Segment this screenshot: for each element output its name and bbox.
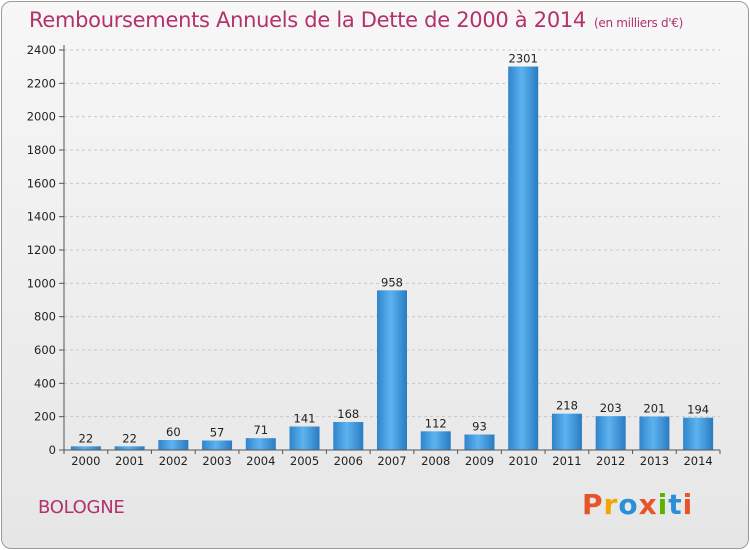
chart-unit: (en milliers d'€) [594, 16, 684, 30]
bars: 22 22 60 57 71 141 168 958 112 93 2301 218 203 201 194 [70, 52, 714, 450]
y-tick-label: 1600 [27, 176, 56, 190]
bar-2006 [333, 422, 364, 450]
y-tick-label: 1800 [27, 143, 56, 157]
y-tick-label: 200 [34, 410, 56, 424]
bar-2000 [70, 446, 101, 450]
logo-letter: r [603, 488, 619, 521]
data-label-2004: 71 [253, 423, 268, 437]
x-tick-label-2008: 2008 [421, 454, 450, 468]
y-tick-label: 2200 [27, 76, 56, 90]
data-label-2008: 112 [425, 416, 447, 430]
y-tick-label: 1000 [27, 276, 56, 290]
y-tick-label: 1400 [27, 210, 56, 224]
data-label-2006: 168 [337, 407, 359, 421]
bar-2005 [289, 426, 320, 450]
logo-letter: t [668, 488, 683, 521]
y-tick-label: 0 [49, 443, 56, 457]
bar-2008 [420, 431, 451, 450]
x-tick-label-2011: 2011 [552, 454, 581, 468]
bar-2002 [158, 440, 189, 450]
data-label-2003: 57 [210, 426, 225, 440]
y-tick-label: 800 [34, 310, 56, 324]
y-tick-label: 1200 [27, 243, 56, 257]
x-tick-label-2013: 2013 [640, 454, 669, 468]
bar-2001 [114, 446, 145, 450]
data-label-2000: 22 [79, 431, 94, 445]
y-tick-label: 2000 [27, 110, 56, 124]
data-label-2002: 60 [166, 425, 181, 439]
commune-name: BOLOGNE [38, 497, 125, 518]
x-tick-label-2010: 2010 [509, 454, 538, 468]
logo-letter: i [682, 488, 694, 521]
bar-2003 [202, 440, 233, 450]
logo-letter: o [618, 488, 639, 521]
x-tick-label-2004: 2004 [246, 454, 275, 468]
logo-letter: x [638, 488, 658, 521]
x-tick-label-2012: 2012 [596, 454, 625, 468]
x-tick-label-2000: 2000 [71, 454, 100, 468]
bar-2007 [377, 290, 407, 450]
x-tick-label-2002: 2002 [159, 454, 188, 468]
x-tick-label-2003: 2003 [202, 454, 231, 468]
y-tick-label: 2400 [27, 43, 56, 57]
data-label-2014: 194 [687, 403, 709, 417]
data-label-2007: 958 [381, 275, 403, 289]
bar-2014 [683, 417, 714, 450]
data-label-2005: 141 [294, 412, 316, 426]
y-tick-label: 400 [34, 376, 56, 390]
data-label-2013: 201 [643, 402, 665, 416]
data-label-2001: 22 [122, 431, 137, 445]
bar-2004 [245, 438, 276, 450]
x-tick-label-2009: 2009 [465, 454, 494, 468]
logo-letter: P [582, 488, 604, 521]
x-tick-label-2014: 2014 [683, 454, 712, 468]
bar-2010 [508, 66, 539, 450]
x-tick-label-2001: 2001 [115, 454, 144, 468]
bar-2013 [639, 416, 670, 450]
proxiti-logo: Proxiti [582, 488, 693, 521]
x-tick-label-2007: 2007 [377, 454, 406, 468]
x-tick-label-2005: 2005 [290, 454, 319, 468]
x-tick-label-2006: 2006 [334, 454, 363, 468]
axes: 0 200 400 600 800 1000 1200 1400 1600 1800 2000 220… [27, 43, 721, 468]
data-label-2011: 218 [556, 399, 578, 413]
y-tick-label: 600 [34, 343, 56, 357]
chart-title-text: Remboursements Annuels de la Dette de 20… [29, 8, 586, 32]
data-label-2010: 2301 [509, 52, 538, 66]
data-label-2009: 93 [472, 420, 487, 434]
bar-2011 [551, 413, 582, 450]
chart-title: Remboursements Annuels de la Dette de 20… [29, 8, 683, 32]
data-label-2012: 203 [600, 401, 622, 415]
bar-2009 [464, 434, 495, 450]
logo-letter: i [657, 488, 669, 521]
bar-2012 [595, 416, 626, 450]
